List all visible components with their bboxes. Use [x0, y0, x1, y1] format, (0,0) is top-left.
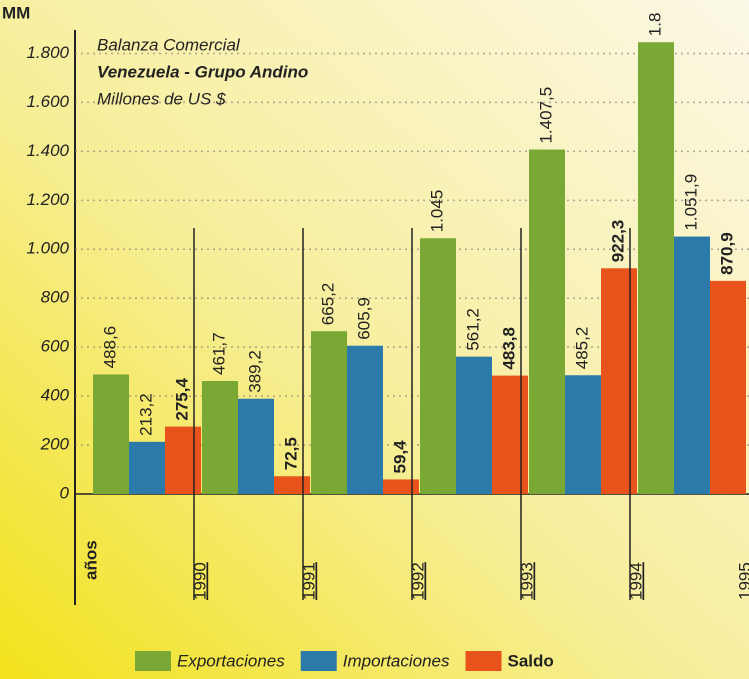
bar [420, 238, 456, 494]
y-tick-label: 600 [41, 337, 70, 356]
legend-label: Importaciones [343, 651, 450, 670]
value-label: 870,9 [717, 232, 736, 275]
value-label: 1.407,5 [536, 87, 555, 144]
chart-subtitle: Venezuela - Grupo Andino [97, 62, 308, 81]
x-tick-label: 1993 [517, 562, 536, 600]
bar [492, 375, 528, 494]
bar [93, 374, 129, 494]
x-axis-label: años [81, 540, 100, 580]
value-label: 59,4 [390, 440, 409, 474]
value-label: 561,2 [463, 308, 482, 351]
legend-swatch [135, 651, 171, 671]
value-label: 1.045 [427, 190, 446, 233]
x-tick-label: 1992 [408, 562, 427, 600]
y-axis-label: MM [2, 3, 30, 22]
y-tick-label: 1.800 [26, 43, 69, 62]
bar [674, 236, 710, 494]
value-label: 213,2 [136, 393, 155, 436]
x-tick-label: 1995 [735, 562, 749, 600]
legend-label: Saldo [508, 651, 554, 670]
x-tick-label: 1994 [626, 562, 645, 600]
value-label: 665,2 [318, 283, 337, 326]
value-label: 1.051,9 [681, 174, 700, 231]
bar [456, 356, 492, 494]
y-tick-label: 200 [40, 435, 70, 454]
unit-note: Millones de US $ [97, 89, 226, 108]
y-tick-label: 1.000 [26, 239, 69, 258]
bar [710, 280, 746, 494]
legend-swatch [465, 651, 502, 671]
bar [311, 331, 347, 494]
bar [529, 149, 565, 494]
value-label: 275,4 [172, 378, 191, 421]
y-tick-label: 1.200 [26, 190, 69, 209]
y-tick-label: 1.600 [26, 92, 69, 111]
bar [129, 441, 165, 494]
legend-swatch [300, 651, 337, 671]
x-tick-label: 1991 [299, 562, 318, 600]
bar [638, 42, 674, 494]
value-label: 483,8 [499, 327, 518, 370]
chart-title: Balanza Comercial [97, 35, 241, 54]
value-label: 605,9 [354, 297, 373, 340]
bar [565, 375, 601, 494]
x-tick-label: 1990 [190, 562, 209, 600]
y-tick-label: 800 [41, 288, 70, 307]
bar [274, 476, 310, 494]
value-label: 461,7 [209, 332, 228, 375]
bar [202, 381, 238, 494]
bar [601, 268, 637, 494]
y-tick-label: 400 [41, 386, 70, 405]
value-label: 922,3 [608, 220, 627, 263]
value-label: 389,2 [245, 350, 264, 393]
value-label: 485,2 [572, 327, 591, 370]
y-tick-label: 1.400 [26, 141, 69, 160]
legend-label: Exportaciones [177, 651, 285, 670]
value-label: 72,5 [281, 437, 300, 470]
bar [383, 479, 419, 494]
bar [165, 426, 201, 494]
bar [347, 345, 383, 494]
value-label: 488,6 [100, 326, 119, 369]
bar [238, 398, 274, 494]
y-tick-label: 0 [60, 483, 70, 502]
value-label: 1.8 [645, 13, 664, 37]
